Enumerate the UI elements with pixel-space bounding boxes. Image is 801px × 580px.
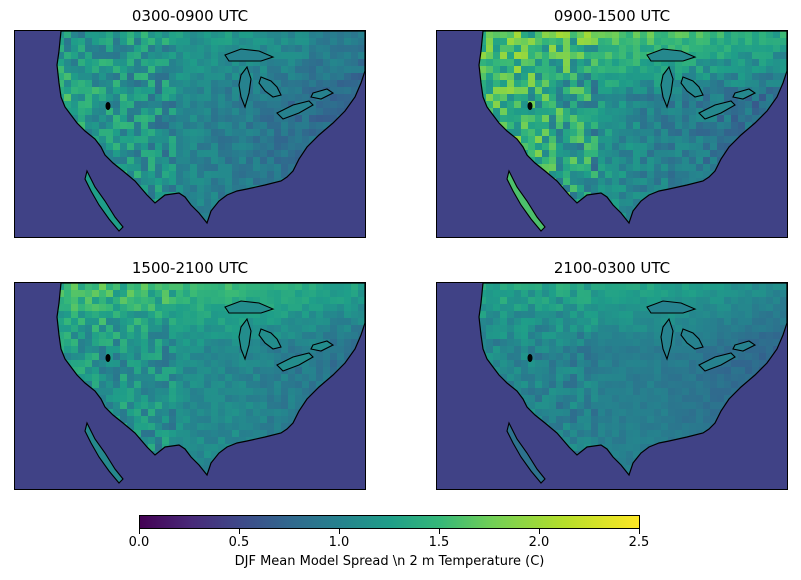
great-salt-lake xyxy=(527,102,533,110)
colorbar-tick xyxy=(239,529,240,534)
colorbar-tick-label: 0.0 xyxy=(128,535,150,550)
map-panel-0 xyxy=(14,30,366,238)
panel-title-2: 1500-2100 UTC xyxy=(131,259,249,277)
great-lake-0 xyxy=(224,300,275,314)
great-lake-4 xyxy=(732,340,757,352)
map-panel-1 xyxy=(436,30,788,238)
great-lake-0 xyxy=(646,300,697,314)
great-lake-2 xyxy=(258,328,282,350)
colorbar xyxy=(139,515,640,529)
colorbar-tick xyxy=(439,529,440,534)
great-lake-3 xyxy=(276,352,314,372)
great-lake-2 xyxy=(680,76,704,98)
great-lake-3 xyxy=(698,100,736,120)
coastline xyxy=(56,31,365,225)
great-lake-1 xyxy=(238,65,252,109)
great-lake-1 xyxy=(238,317,252,361)
colorbar-tick-label: 1.0 xyxy=(328,535,350,550)
coastline xyxy=(56,283,365,477)
great-lake-4 xyxy=(310,88,335,100)
great-lake-1 xyxy=(660,317,674,361)
colorbar-tick-label: 1.5 xyxy=(428,535,450,550)
great-lake-4 xyxy=(732,88,757,100)
panel-title-0: 0300-0900 UTC xyxy=(131,7,249,25)
panel-title-1: 0900-1500 UTC xyxy=(553,7,671,25)
panel-title-3: 2100-0300 UTC xyxy=(553,259,671,277)
coastline xyxy=(478,31,787,225)
great-lake-2 xyxy=(258,76,282,98)
colorbar-tick xyxy=(539,529,540,534)
baja-peninsula xyxy=(506,169,546,232)
great-salt-lake xyxy=(105,102,111,110)
coastline xyxy=(478,283,787,477)
map-panel-2 xyxy=(14,282,366,490)
great-lake-4 xyxy=(310,340,335,352)
great-salt-lake xyxy=(527,354,533,362)
baja-peninsula xyxy=(84,421,124,484)
baja-peninsula xyxy=(84,169,124,232)
colorbar-tick xyxy=(339,529,340,534)
colorbar-tick-label: 0.5 xyxy=(228,535,250,550)
baja-peninsula xyxy=(506,421,546,484)
great-lake-2 xyxy=(680,328,704,350)
great-lake-0 xyxy=(646,48,697,62)
map-panel-3 xyxy=(436,282,788,490)
colorbar-label: DJF Mean Model Spread \n 2 m Temperature… xyxy=(234,554,545,569)
great-lake-1 xyxy=(660,65,674,109)
great-lake-0 xyxy=(224,48,275,62)
colorbar-tick xyxy=(639,529,640,534)
great-lake-3 xyxy=(276,100,314,120)
great-salt-lake xyxy=(105,354,111,362)
great-lake-3 xyxy=(698,352,736,372)
colorbar-tick-label: 2.0 xyxy=(528,535,550,550)
colorbar-tick xyxy=(139,529,140,534)
colorbar-tick-label: 2.5 xyxy=(628,535,650,550)
